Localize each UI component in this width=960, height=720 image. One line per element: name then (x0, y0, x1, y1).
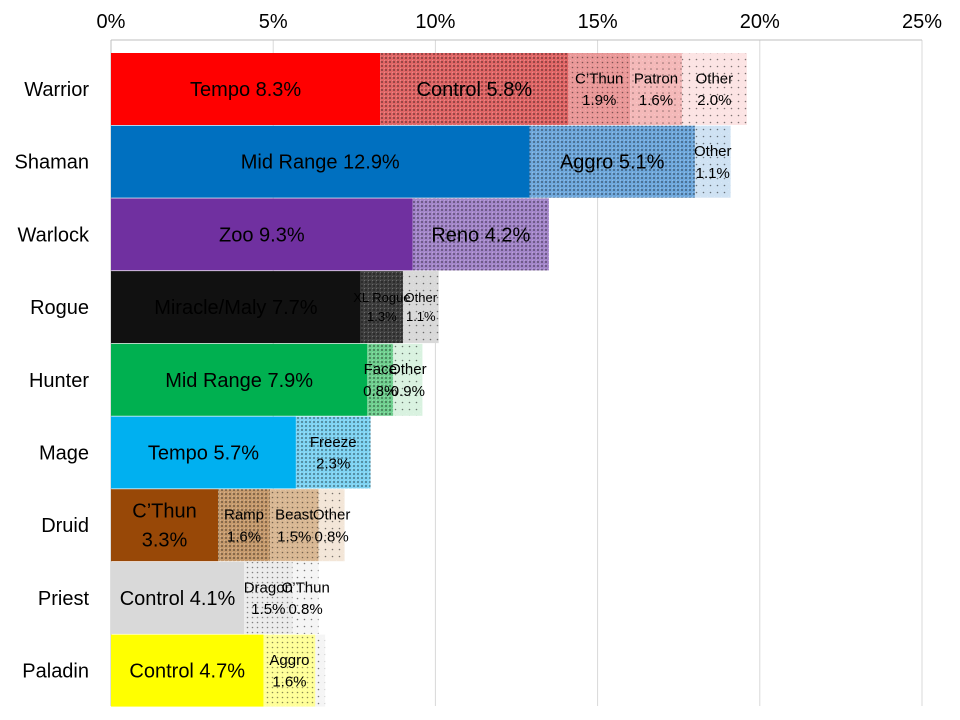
segment-label: Ramp (224, 507, 264, 524)
category-label: Warrior (24, 79, 89, 101)
segment-label: Tempo 5.7% (148, 443, 259, 465)
segment-labels: Tempo 8.3% Control 5.8% C’Thun 1.9% Patron 1.… (120, 70, 733, 690)
segment-label: Zoo 9.3% (219, 224, 305, 246)
segment-label: 1.1% (696, 165, 730, 182)
bar-segment (111, 634, 264, 707)
bar-segment (269, 489, 319, 562)
x-tick-label: 0% (97, 11, 126, 33)
bars (111, 53, 747, 707)
bar-segment (412, 198, 549, 271)
segment-label: 0.8% (289, 601, 323, 618)
segment-label: Dragon (244, 579, 293, 596)
segment-label: 1.9% (582, 92, 616, 109)
category-label: Hunter (29, 370, 89, 392)
segment-label: 2.3% (316, 456, 350, 473)
segment-label: Patron (634, 70, 678, 87)
segment-label: 1.6% (227, 528, 261, 545)
bar-segment (111, 416, 296, 489)
segment-label: 1.6% (639, 92, 673, 109)
segment-label: C’Thun (132, 501, 196, 523)
x-tick-label: 5% (259, 11, 288, 33)
bar-segment (315, 634, 326, 707)
bar-segment (111, 53, 381, 125)
category-label: Rogue (30, 297, 89, 319)
bar-segment (694, 125, 731, 198)
bar-segment (529, 125, 695, 198)
bar-segment (402, 271, 439, 344)
segment-label: Beast (275, 507, 314, 524)
bar-segment (111, 489, 219, 562)
bar-segment (111, 343, 368, 416)
bar-segment (218, 489, 270, 562)
segment-label: 0.8% (314, 528, 348, 545)
segment-label: Mid Range 12.9% (241, 152, 400, 174)
segment-label: 1.6% (272, 674, 306, 691)
bar-segment (630, 53, 682, 125)
segment-label: 0.9% (391, 383, 425, 400)
bar-segment (111, 198, 413, 271)
x-axis-ticks: 0% 5% 10% 15% 20% 25% (97, 11, 943, 33)
category-labels: Warrior Shaman Warlock Rogue Hunter Mage Druid… (15, 79, 91, 683)
segment-label: Control 4.7% (129, 661, 245, 683)
bar-segment (367, 343, 394, 416)
segment-label: Miracle/Maly 7.7% (154, 297, 318, 319)
segment-label: Face (364, 361, 397, 378)
segment-label: 3.3% (142, 530, 188, 552)
segment-label: Other (694, 143, 732, 160)
segment-label: Aggro (269, 652, 309, 669)
segment-label: Tempo 8.3% (190, 79, 301, 101)
category-label: Priest (38, 588, 90, 610)
x-tick-label: 25% (902, 11, 942, 33)
segment-label: 1.1% (406, 309, 436, 324)
segment-label: 2.0% (697, 92, 731, 109)
segment-label: XL Rogue (353, 290, 410, 305)
bar-segment (318, 489, 345, 562)
segment-label: C’Thun (575, 70, 623, 87)
bar-segment (111, 271, 361, 344)
x-tick-label: 15% (578, 11, 618, 33)
category-label: Shaman (15, 152, 90, 174)
bar-segment (681, 53, 747, 125)
segment-label: Control 5.8% (417, 79, 533, 101)
segment-label: 1.3% (367, 309, 397, 324)
category-label: Warlock (18, 224, 90, 246)
segment-label: 1.5% (277, 528, 311, 545)
bar-segment (380, 53, 569, 125)
segment-label: Reno 4.2% (431, 224, 530, 246)
segment-label: Other (696, 70, 734, 87)
segment-label: 1.5% (251, 601, 285, 618)
segment-label: C’Thun (281, 579, 329, 596)
bar-segment (568, 53, 631, 125)
x-tick-label: 20% (740, 11, 780, 33)
segment-label: Other (313, 507, 351, 524)
bar-segment (111, 125, 530, 198)
category-label: Druid (41, 515, 89, 537)
segment-label: Aggro 5.1% (560, 152, 665, 174)
bar-segment (295, 416, 371, 489)
category-label: Paladin (22, 661, 89, 683)
bar-segment (263, 634, 316, 707)
segment-label: Other (405, 290, 438, 305)
bar-segment (360, 271, 403, 344)
bar-segment (244, 561, 293, 634)
segment-label: 0.8% (363, 383, 397, 400)
segment-label: Control 4.1% (120, 588, 236, 610)
bar-segment (111, 561, 245, 634)
segment-label: Freeze (310, 434, 357, 451)
segment-label: Mid Range 7.9% (165, 370, 313, 392)
x-tick-label: 10% (415, 11, 455, 33)
bar-segment (292, 561, 319, 634)
bar-segment (393, 343, 423, 416)
segment-label: Other (389, 361, 427, 378)
category-label: Mage (39, 443, 89, 465)
